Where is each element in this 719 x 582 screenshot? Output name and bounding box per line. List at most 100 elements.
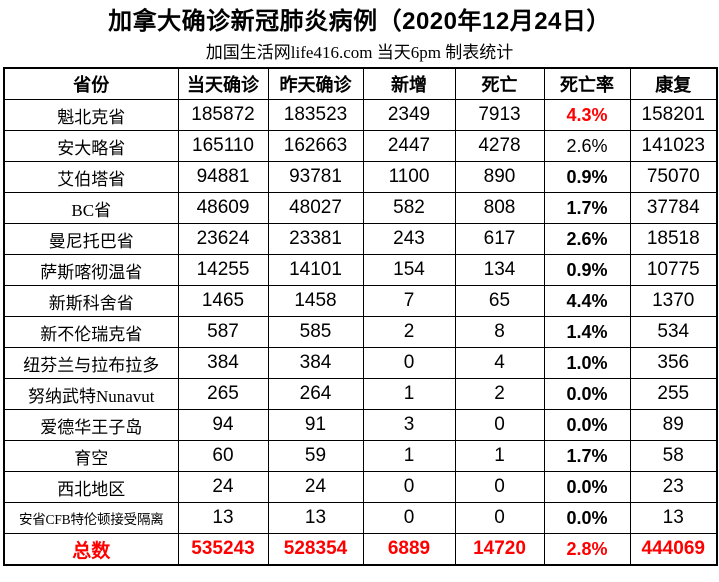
- cell-province: 曼尼托巴省: [3, 223, 179, 255]
- table-row-newfoundland: 纽芬兰与拉布拉多 384 384 0 4 1.0% 356: [3, 347, 718, 379]
- cell-new: 243: [362, 223, 456, 255]
- cell-deaths: 65: [454, 285, 545, 317]
- cell-total-new: 6889: [362, 533, 456, 566]
- cell-today: 94: [177, 409, 269, 441]
- cell-deaths: 1: [454, 440, 545, 472]
- cell-death-rate: 1.0%: [543, 347, 631, 379]
- cell-yesterday: 585: [267, 316, 364, 348]
- cell-yesterday: 24: [267, 471, 364, 503]
- page-title: 加拿大确诊新冠肺炎病例（2020年12月24日）: [108, 8, 611, 35]
- cell-province: 安省CFB特伦顿接受隔离: [3, 502, 179, 534]
- cell-today: 14255: [177, 254, 269, 286]
- table-row-alberta: 艾伯塔省 94881 93781 1100 890 0.9% 75070: [3, 161, 718, 193]
- cell-today: 587: [177, 316, 269, 348]
- total-row: 总数 535243 528354 6889 14720 2.8% 444069: [3, 533, 718, 566]
- header-cell-deaths: 死亡: [454, 67, 545, 100]
- cell-yesterday: 13: [267, 502, 364, 534]
- cell-total-deaths: 14720: [454, 533, 545, 566]
- cell-new: 2447: [362, 130, 456, 162]
- page-subtitle: 加国生活网life416.com 当天6pm 制表统计: [205, 43, 514, 62]
- cell-recovered: 255: [629, 378, 718, 410]
- cell-recovered: 58: [629, 440, 718, 472]
- cell-recovered: 23: [629, 471, 718, 503]
- cell-death-rate: 0.0%: [543, 378, 631, 410]
- header-cell-today: 当天确诊: [177, 67, 269, 100]
- cell-new: 2: [362, 316, 456, 348]
- cell-death-rate: 0.9%: [543, 161, 631, 193]
- cell-deaths: 4: [454, 347, 545, 379]
- cell-deaths: 808: [454, 192, 545, 224]
- cell-province: 爱德华王子岛: [3, 409, 179, 441]
- cell-death-rate: 1.4%: [543, 316, 631, 348]
- cell-recovered: 37784: [629, 192, 718, 224]
- cell-recovered: 10775: [629, 254, 718, 286]
- table-row-bc: BC省 48609 48027 582 808 1.7% 37784: [3, 192, 718, 224]
- cell-new: 7: [362, 285, 456, 317]
- cell-today: 185872: [177, 99, 269, 131]
- cell-recovered: 141023: [629, 130, 718, 162]
- cell-yesterday: 264: [267, 378, 364, 410]
- cell-yesterday: 384: [267, 347, 364, 379]
- cell-yesterday: 48027: [267, 192, 364, 224]
- cell-death-rate: 1.7%: [543, 192, 631, 224]
- cell-yesterday: 93781: [267, 161, 364, 193]
- cell-total-label: 总数: [3, 533, 179, 566]
- cell-recovered: 13: [629, 502, 718, 534]
- cell-new: 3: [362, 409, 456, 441]
- cell-today: 384: [177, 347, 269, 379]
- cell-yesterday: 183523: [267, 99, 364, 131]
- cell-province: 纽芬兰与拉布拉多: [3, 347, 179, 379]
- table-row-nova-scotia: 新斯科舍省 1465 1458 7 65 4.4% 1370: [3, 285, 718, 317]
- cell-new: 582: [362, 192, 456, 224]
- cell-today: 165110: [177, 130, 269, 162]
- cell-death-rate: 4.3%: [543, 99, 631, 131]
- cell-new: 1100: [362, 161, 456, 193]
- cell-deaths: 4278: [454, 130, 545, 162]
- cell-province: 新不伦瑞克省: [3, 316, 179, 348]
- cell-recovered: 356: [629, 347, 718, 379]
- cell-new: 2349: [362, 99, 456, 131]
- cell-recovered: 1370: [629, 285, 718, 317]
- cell-new: 1: [362, 378, 456, 410]
- cell-yesterday: 162663: [267, 130, 364, 162]
- cell-today: 1465: [177, 285, 269, 317]
- cell-total-yesterday: 528354: [267, 533, 364, 566]
- cell-death-rate: 4.4%: [543, 285, 631, 317]
- cell-province: 努纳武特Nunavut: [3, 378, 179, 410]
- cell-total-recovered: 444069: [629, 533, 718, 566]
- header-cell-rate: 死亡率: [543, 67, 631, 100]
- cell-death-rate: 2.6%: [543, 223, 631, 255]
- header-row: 省份 当天确诊 昨天确诊 新增 死亡 死亡率 康复: [3, 67, 718, 100]
- table-row-manitoba: 曼尼托巴省 23624 23381 243 617 2.6% 18518: [3, 223, 718, 255]
- header-cell-new: 新增: [362, 67, 456, 100]
- cell-deaths: 134: [454, 254, 545, 286]
- table-row-yukon: 育空 60 59 1 1 1.7% 58: [3, 440, 718, 472]
- cell-deaths: 0: [454, 409, 545, 441]
- cell-deaths: 2: [454, 378, 545, 410]
- cell-death-rate: 0.0%: [543, 471, 631, 503]
- header-cell-yesterday: 昨天确诊: [267, 67, 364, 100]
- cell-new: 0: [362, 471, 456, 503]
- cell-today: 23624: [177, 223, 269, 255]
- cell-province: 魁北克省: [3, 99, 179, 131]
- table-row-pei: 爱德华王子岛 94 91 3 0 0.0% 89: [3, 409, 718, 441]
- cell-yesterday: 14101: [267, 254, 364, 286]
- cell-deaths: 890: [454, 161, 545, 193]
- table-row-saskatchewan: 萨斯喀彻温省 14255 14101 154 134 0.9% 10775: [3, 254, 718, 286]
- cell-recovered: 75070: [629, 161, 718, 193]
- covid-cases-table: 省份 当天确诊 昨天确诊 新增 死亡 死亡率 康复 魁北克省 185872 18…: [3, 67, 718, 566]
- cell-death-rate: 2.6%: [543, 130, 631, 162]
- cell-death-rate: 0.0%: [543, 409, 631, 441]
- cell-province: 安大略省: [3, 130, 179, 162]
- cell-deaths: 617: [454, 223, 545, 255]
- cell-today: 13: [177, 502, 269, 534]
- cell-yesterday: 91: [267, 409, 364, 441]
- cell-death-rate: 1.7%: [543, 440, 631, 472]
- cell-total-today: 535243: [177, 533, 269, 566]
- cell-deaths: 0: [454, 471, 545, 503]
- cell-deaths: 0: [454, 502, 545, 534]
- table-row-cfb-trenton: 安省CFB特伦顿接受隔离 13 13 0 0 0.0% 13: [3, 502, 718, 534]
- cell-new: 0: [362, 347, 456, 379]
- cell-deaths: 7913: [454, 99, 545, 131]
